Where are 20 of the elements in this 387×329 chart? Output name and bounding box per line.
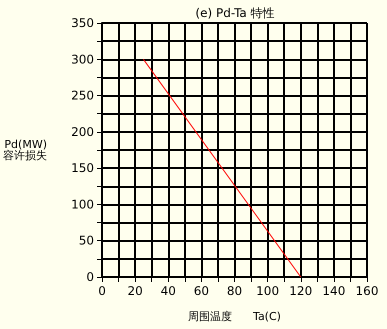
y-tick-label: 250: [71, 88, 94, 103]
x-tick-label: 80: [226, 284, 242, 298]
y-tick-label: 300: [71, 52, 94, 66]
y-tick-label: 100: [71, 197, 94, 212]
x-tick-label: 160: [356, 284, 378, 298]
y-tick-label: 50: [78, 234, 94, 248]
y-tick-label: 150: [71, 161, 94, 176]
x-tick-label: 0: [98, 284, 106, 298]
x-tick-label: 120: [289, 284, 312, 298]
y-axis-title: Pd(MW) 容许损失: [3, 138, 47, 162]
x-tick-label: 140: [322, 284, 346, 298]
chart-title: (e) Pd-Ta 特性: [195, 6, 275, 20]
x-axis-title: 周围温度 Ta(C): [188, 310, 281, 323]
x-tick-label: 60: [194, 284, 210, 298]
x-tick-label: 100: [256, 284, 280, 298]
y-tick-label: 350: [71, 16, 94, 30]
x-tick-label: 40: [160, 284, 176, 298]
y-tick-label: 0: [86, 270, 94, 284]
x-tick-label: 20: [127, 284, 143, 298]
y-tick-label: 200: [71, 124, 94, 139]
